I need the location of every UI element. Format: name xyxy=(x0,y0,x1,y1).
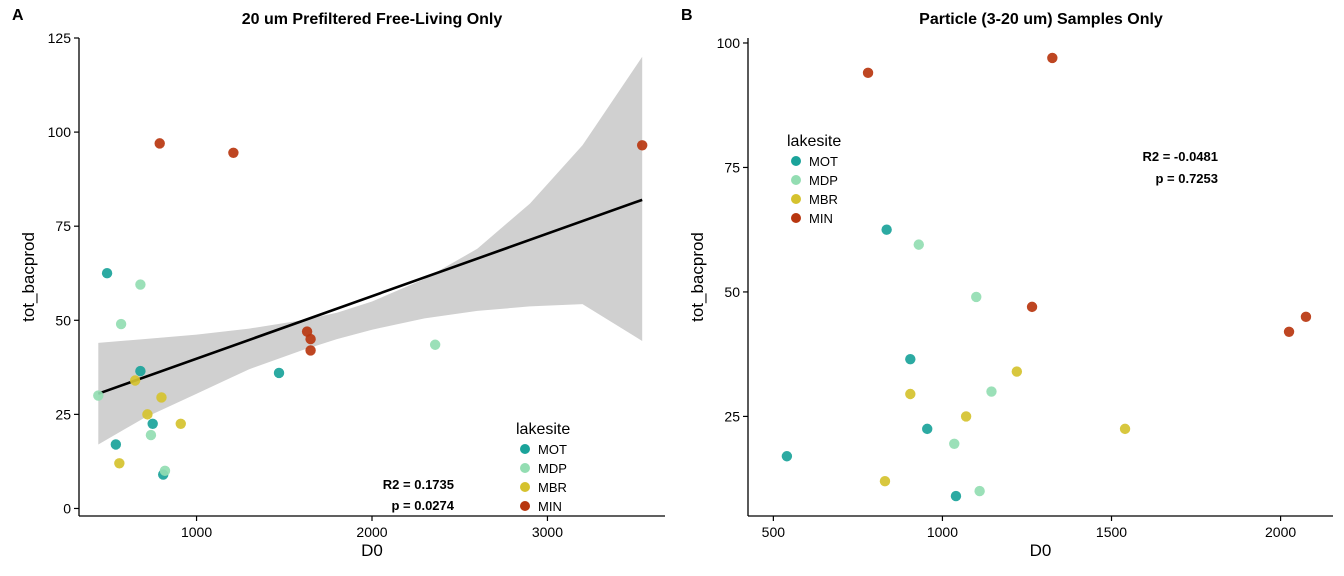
data-point-mdp xyxy=(115,318,127,330)
y-tick-label: 100 xyxy=(717,35,741,51)
x-tick-label: 1500 xyxy=(1096,524,1127,540)
data-point-mot xyxy=(781,451,793,462)
data-point-min xyxy=(154,138,165,149)
y-tick-label: 125 xyxy=(48,30,72,46)
data-point-mot xyxy=(922,423,933,435)
r2-annotation: R2 = -0.0481 xyxy=(1142,149,1218,164)
data-point-mdp xyxy=(159,465,171,477)
data-point-min xyxy=(1283,326,1295,337)
data-point-mbr xyxy=(1011,366,1023,377)
data-point-mot xyxy=(273,367,285,379)
y-tick-label: 25 xyxy=(724,408,740,424)
legend-marker-mbr xyxy=(791,194,801,204)
legend-marker-mot xyxy=(791,156,801,166)
legend-title: lakesite xyxy=(787,133,841,150)
data-point-mbr xyxy=(129,375,141,386)
legend-label-mot: MOT xyxy=(809,154,838,169)
p-value-annotation: p = 0.0274 xyxy=(391,498,454,513)
y-tick-label: 75 xyxy=(724,159,740,175)
legend-marker-mdp xyxy=(520,463,530,473)
data-point-min xyxy=(305,333,316,345)
legend-title: lakesite xyxy=(516,421,570,438)
data-point-min xyxy=(862,67,874,79)
x-tick-label: 500 xyxy=(762,524,786,540)
data-point-mdp xyxy=(135,279,146,290)
data-point-min xyxy=(1047,52,1058,64)
data-point-mot xyxy=(905,353,916,365)
legend-marker-min xyxy=(520,501,530,511)
y-tick-label: 75 xyxy=(55,218,71,234)
data-point-min xyxy=(636,140,648,151)
y-tick-label: 100 xyxy=(48,124,72,140)
p-value-annotation: p = 0.7253 xyxy=(1155,171,1218,186)
data-point-mot xyxy=(135,365,146,377)
x-tick-label: 2000 xyxy=(1265,524,1296,540)
chart-title: 20 um Prefiltered Free-Living Only xyxy=(242,11,503,28)
y-axis-title: tot_bacprod xyxy=(19,232,38,322)
data-point-min xyxy=(228,147,239,158)
data-point-mot xyxy=(881,224,892,235)
legend-label-mbr: MBR xyxy=(809,192,838,207)
data-point-mdp xyxy=(974,485,985,497)
confidence-band xyxy=(98,56,643,445)
data-point-mdp xyxy=(949,438,960,450)
legend-marker-min xyxy=(791,213,801,223)
legend-label-mbr: MBR xyxy=(538,480,567,495)
y-tick-label: 50 xyxy=(724,284,740,300)
data-point-mdp xyxy=(145,429,157,441)
legend-marker-mdp xyxy=(791,175,801,185)
data-point-mbr xyxy=(1119,423,1131,435)
data-point-mbr xyxy=(142,409,153,420)
data-point-mbr xyxy=(960,411,972,422)
panel-tag: A xyxy=(12,7,24,24)
data-point-mdp xyxy=(986,386,997,397)
legend-label-mdp: MDP xyxy=(538,461,567,476)
data-point-min xyxy=(1300,311,1312,323)
legend: lakesite MOT MDP MBR MIN xyxy=(787,133,841,226)
panel-tag: B xyxy=(681,7,693,24)
data-point-mot xyxy=(950,490,962,502)
chart-title: Particle (3-20 um) Samples Only xyxy=(919,11,1163,28)
x-tick-label: 1000 xyxy=(927,524,958,540)
data-point-mot xyxy=(101,268,113,279)
x-axis-title: D0 xyxy=(1030,541,1052,560)
x-tick-label: 3000 xyxy=(532,524,563,540)
x-tick-label: 1000 xyxy=(181,524,212,540)
y-tick-label: 0 xyxy=(63,500,71,516)
data-point-mdp xyxy=(93,390,104,401)
y-tick-label: 50 xyxy=(55,312,71,328)
data-point-mdp xyxy=(429,339,441,350)
data-point-mbr xyxy=(175,418,186,429)
y-axis-title: tot_bacprod xyxy=(688,232,707,322)
r2-annotation: R2 = 0.1735 xyxy=(383,477,454,492)
legend-label-min: MIN xyxy=(538,499,562,514)
data-point-mdp xyxy=(971,291,982,303)
data-point-mbr xyxy=(156,392,167,403)
data-point-mot xyxy=(147,418,158,429)
data-point-min xyxy=(1026,301,1038,313)
x-axis-title: D0 xyxy=(361,541,383,560)
chart-panel-b: B Particle (3-20 um) Samples Only 500 1000 1… xyxy=(681,7,1333,560)
legend-label-mot: MOT xyxy=(538,442,567,457)
data-point-mbr xyxy=(879,475,891,487)
data-point-mbr xyxy=(114,458,125,469)
legend-marker-mbr xyxy=(520,482,530,492)
legend-label-min: MIN xyxy=(809,211,833,226)
data-point-mbr xyxy=(905,388,916,400)
legend-label-mdp: MDP xyxy=(809,173,838,188)
y-tick-label: 25 xyxy=(55,406,71,422)
regression-line xyxy=(97,198,643,395)
legend: lakesite MOT MDP MBR MIN xyxy=(516,421,570,514)
data-point-mdp xyxy=(913,239,924,250)
x-tick-label: 2000 xyxy=(356,524,387,540)
legend-marker-mot xyxy=(520,444,530,454)
data-point-mot xyxy=(110,439,122,450)
data-point-min xyxy=(305,345,316,356)
